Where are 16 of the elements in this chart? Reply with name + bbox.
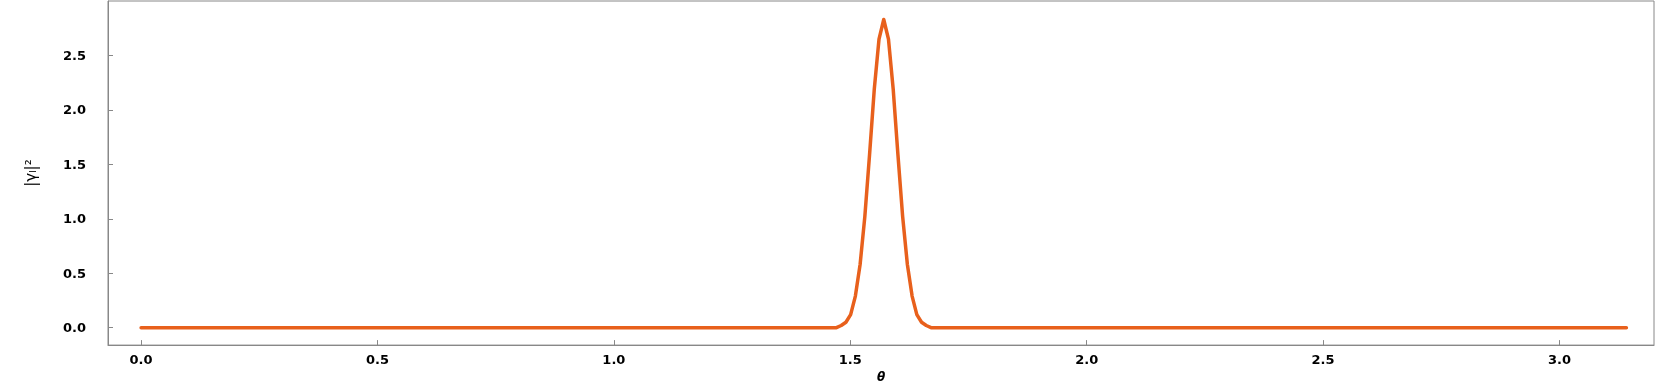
x-tick-label: 0.0 <box>129 352 153 368</box>
x-axis-title: θ <box>876 370 886 384</box>
y-tick-label: 0.0 <box>62 320 86 336</box>
y-tick-label: 1.5 <box>62 156 86 172</box>
x-tick-label: 2.5 <box>1311 352 1335 368</box>
y-tick-label: 0.5 <box>62 265 86 281</box>
x-tick-label: 1.5 <box>838 352 862 368</box>
x-tick-label: 3.0 <box>1547 352 1571 368</box>
x-tick-label: 1.0 <box>602 352 626 368</box>
y-tick-label: 2.5 <box>62 47 86 63</box>
y-tick-label: 1.0 <box>62 211 86 227</box>
y-axis-title: |γₗ|² <box>21 159 40 187</box>
line-series <box>139 17 1629 330</box>
x-tick-label: 0.5 <box>365 352 389 368</box>
y-tick-label: 2.0 <box>62 102 86 118</box>
x-tick-label: 2.0 <box>1075 352 1099 368</box>
